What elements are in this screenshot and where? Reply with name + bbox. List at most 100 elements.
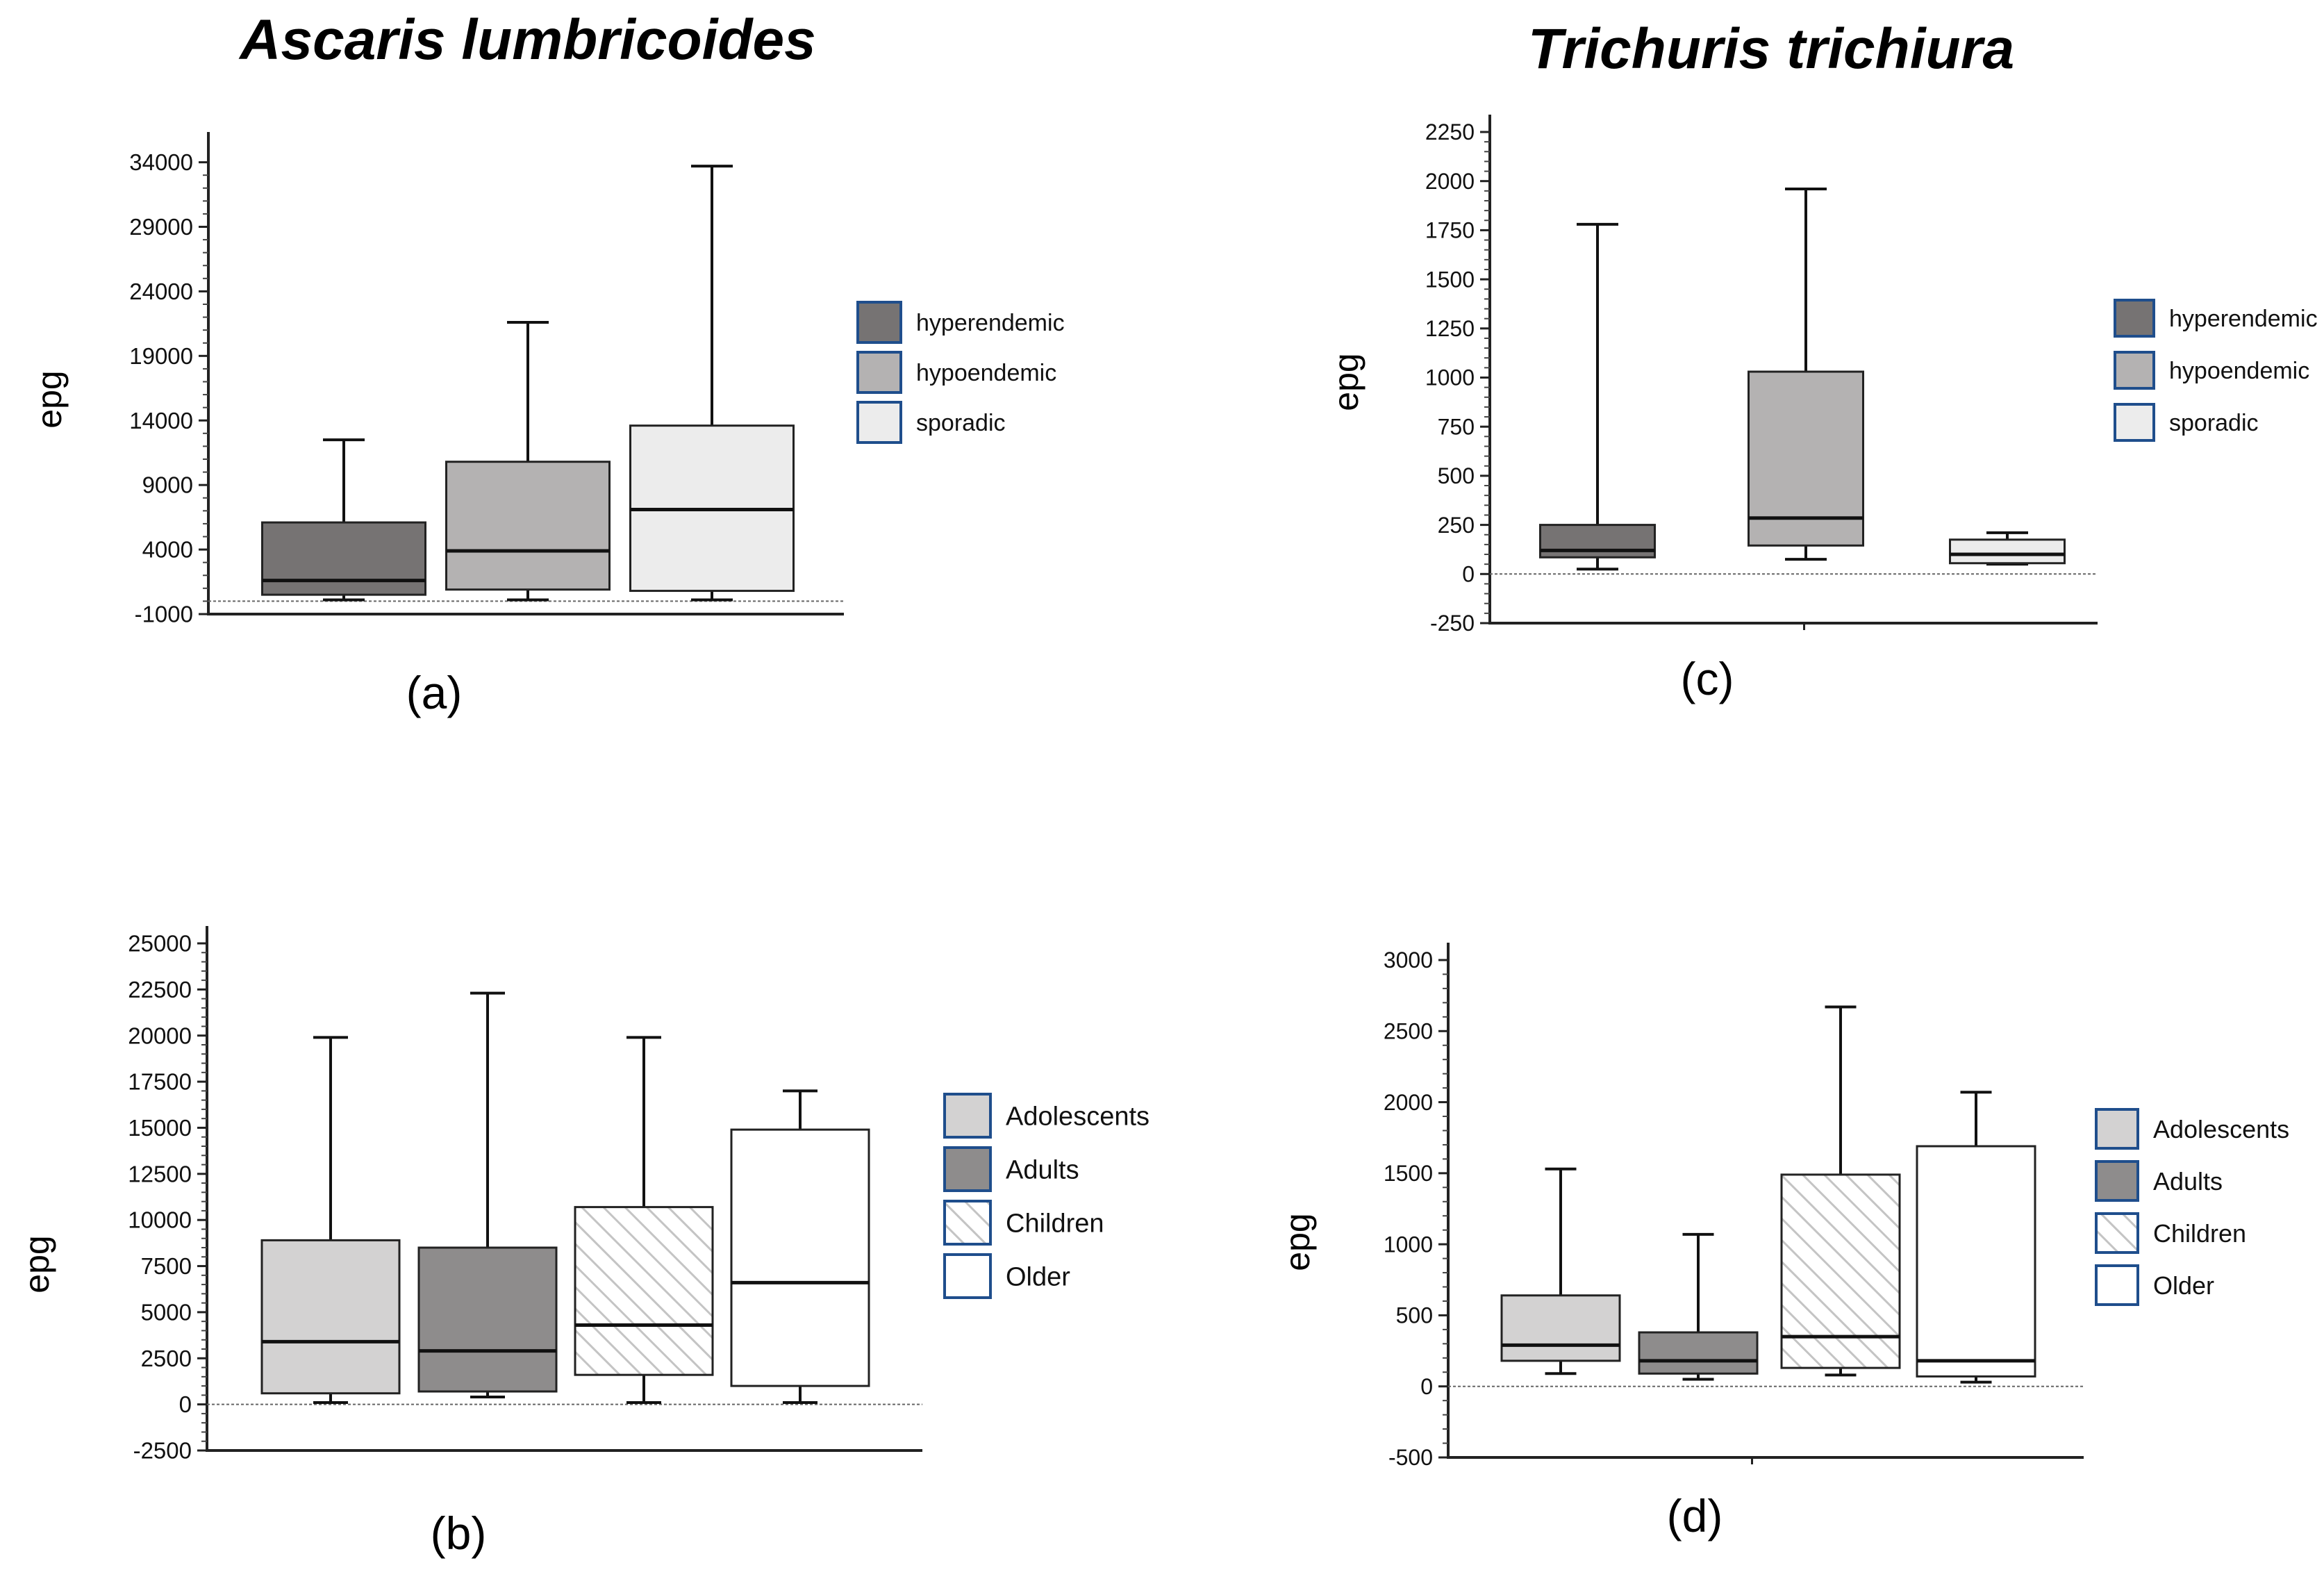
- y-tick-label: 0: [1462, 562, 1475, 587]
- legend-swatch-adults: [943, 1146, 992, 1192]
- y-tick-label: 250: [1438, 513, 1475, 538]
- box-iqr: [445, 461, 611, 591]
- legend-swatch-sporadic: [856, 401, 902, 444]
- legend-swatch-adolescents: [2095, 1108, 2139, 1150]
- box-adults: [1638, 1232, 1759, 1381]
- legend-label-hyperendemic: hyperendemic: [916, 310, 1065, 336]
- y-tick-label: 17500: [128, 1069, 192, 1095]
- y-tick-label: -2500: [133, 1438, 192, 1464]
- box-older: [1916, 1091, 2036, 1384]
- y-tick-label: 7500: [141, 1253, 192, 1279]
- y-tick-label: 4000: [142, 537, 193, 563]
- legend-label-sporadic: sporadic: [2169, 410, 2259, 436]
- y-tick-label: 12500: [128, 1161, 192, 1187]
- legend-swatch-adults: [2095, 1160, 2139, 1202]
- y-tick-label: 1000: [1425, 365, 1475, 390]
- y-axis-label: epg: [30, 370, 69, 428]
- legend: Adolescents Adults Children Older: [2095, 1108, 2289, 1306]
- y-tick-label: 0: [1420, 1374, 1433, 1399]
- y-tick-label: 9000: [142, 472, 193, 498]
- box-adolescents: [260, 1036, 401, 1404]
- y-tick-label: 20000: [128, 1023, 192, 1048]
- y-tick-label: 25000: [128, 931, 192, 957]
- y-tick-label: 1000: [1384, 1232, 1433, 1257]
- y-tick-label: 14000: [129, 408, 193, 433]
- box-iqr: [574, 1206, 714, 1376]
- box-children: [1780, 1005, 1901, 1377]
- legend-label-children: Children: [2153, 1219, 2246, 1248]
- y-tick-label: 24000: [129, 279, 193, 304]
- y-tick-label: 22500: [128, 977, 192, 1002]
- y-tick-label: 1750: [1425, 218, 1475, 243]
- panel-label-b: (b): [431, 1507, 487, 1559]
- box-iqr: [1539, 524, 1656, 559]
- y-tick-label: 10000: [128, 1207, 192, 1233]
- box-iqr: [1500, 1294, 1621, 1362]
- y-tick-label: -250: [1430, 611, 1475, 636]
- panel-label-d: (d): [1667, 1490, 1723, 1541]
- legend-label-adolescents: Adolescents: [1006, 1102, 1149, 1132]
- box-iqr: [260, 1239, 401, 1395]
- legend-swatch-adolescents: [943, 1093, 992, 1139]
- box-iqr: [417, 1246, 558, 1393]
- box-sporadic: [1949, 531, 2066, 566]
- legend-swatch-hypoendemic: [2114, 351, 2155, 390]
- legend-label-adolescents: Adolescents: [2153, 1115, 2289, 1143]
- legend-swatch-hyperendemic: [856, 301, 902, 344]
- box-iqr: [1638, 1331, 1759, 1375]
- box-hyperendemic: [261, 438, 426, 602]
- box-children: [574, 1036, 714, 1404]
- y-axis-label: epg: [1278, 1213, 1317, 1271]
- y-tick-label: 5000: [141, 1299, 192, 1325]
- y-tick-label: 3000: [1384, 948, 1433, 973]
- legend: Adolescents Adults Children Older: [943, 1093, 1149, 1299]
- legend-swatch-older: [2095, 1264, 2139, 1306]
- legend-label-adults: Adults: [2153, 1167, 2223, 1196]
- box-iqr: [1916, 1145, 2036, 1378]
- panel-label-a: (a): [406, 667, 463, 718]
- y-tick-label: 2500: [1384, 1018, 1433, 1043]
- y-tick-label: 15000: [128, 1115, 192, 1141]
- box-iqr: [730, 1128, 870, 1387]
- y-tick-label: 1250: [1425, 316, 1475, 341]
- chart-panel-b: -2500 0 2500 5000 7500 10000 12500 15000 17500 20…: [17, 926, 1149, 1559]
- legend-swatch-hyperendemic: [2114, 299, 2155, 338]
- chart-panel-a: -1000 4000 9000 14000 19000 24000 29000 34000 ep…: [30, 132, 1065, 718]
- box-hypoendemic: [1748, 188, 1864, 561]
- box-iqr: [1780, 1173, 1901, 1369]
- legend-swatch-children: [943, 1200, 992, 1246]
- legend-swatch-hypoendemic: [856, 351, 902, 394]
- y-tick-label: 750: [1438, 414, 1475, 439]
- legend-swatch-older: [943, 1253, 992, 1299]
- y-tick-label: 1500: [1384, 1161, 1433, 1186]
- y-tick-label: 500: [1438, 463, 1475, 488]
- box-iqr: [261, 521, 426, 596]
- legend-label-children: Children: [1006, 1209, 1104, 1239]
- y-tick-label: 34000: [129, 149, 193, 175]
- legend: hyperendemic hypoendemic sporadic: [856, 301, 1065, 444]
- title-ascaris: Ascaris lumbricoides: [238, 8, 815, 72]
- y-tick-label: 2000: [1384, 1090, 1433, 1115]
- legend-label-hypoendemic: hypoendemic: [916, 360, 1056, 386]
- y-tick-label: -1000: [135, 602, 193, 627]
- legend-label-hypoendemic: hypoendemic: [2169, 358, 2309, 384]
- legend-label-older: Older: [1006, 1263, 1070, 1292]
- legend-label-sporadic: sporadic: [916, 410, 1006, 436]
- y-tick-label: 2250: [1425, 119, 1475, 144]
- y-tick-label: 19000: [129, 343, 193, 369]
- box-hyperendemic: [1539, 222, 1656, 571]
- y-axis-label: epg: [1327, 353, 1366, 411]
- y-tick-label: 2000: [1425, 169, 1475, 194]
- box-older: [730, 1089, 870, 1404]
- y-axis-label: epg: [17, 1235, 56, 1293]
- chart-panel-d: -500 0 500 1000 1500 2000 2500 3000 epg Adolescen…: [1278, 943, 2289, 1541]
- y-tick-label: 29000: [129, 214, 193, 240]
- y-tick-label: 500: [1396, 1303, 1433, 1328]
- legend-swatch-children: [2095, 1212, 2139, 1254]
- box-sporadic: [629, 165, 795, 602]
- y-tick-label: 2500: [141, 1346, 192, 1371]
- legend: hyperendemic hypoendemic sporadic: [2114, 299, 2318, 442]
- panel-label-c: (c): [1681, 653, 1734, 704]
- title-trichuris: Trichuris trichiura: [1528, 17, 2014, 81]
